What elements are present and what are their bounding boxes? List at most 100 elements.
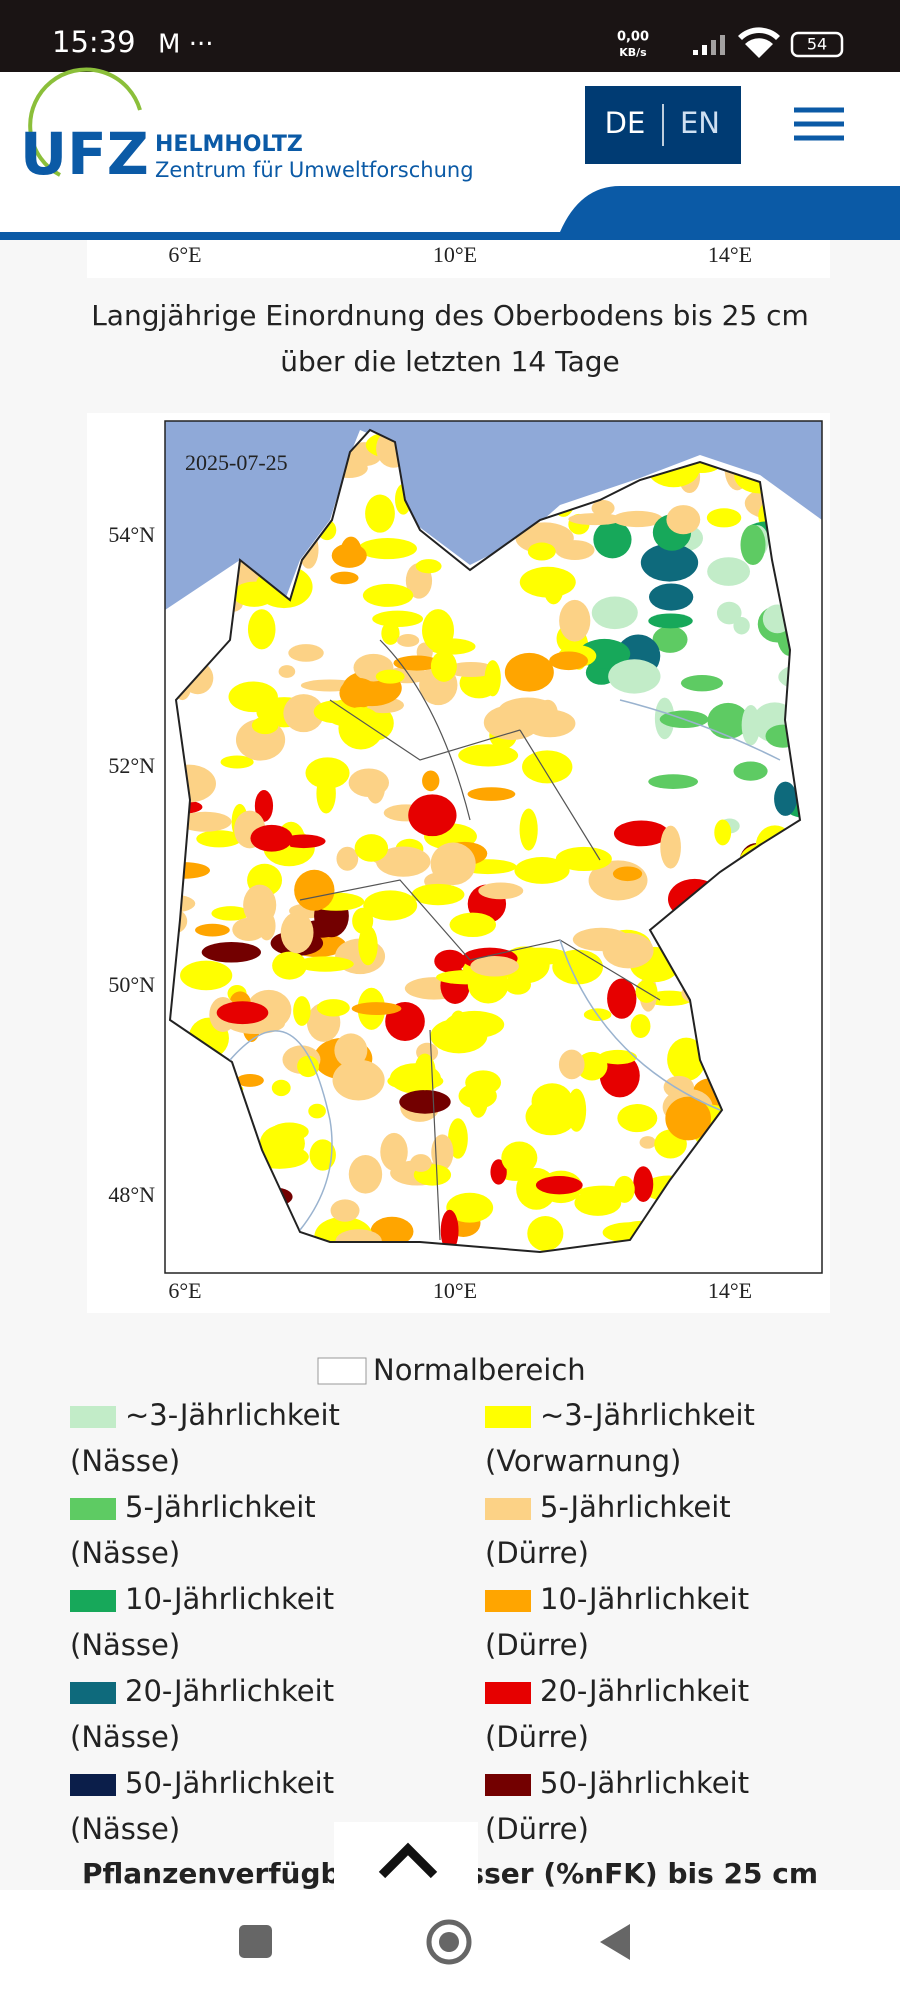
pattern-blob <box>309 1139 336 1171</box>
pattern-blob <box>458 744 519 767</box>
pattern-blob <box>612 866 643 882</box>
pattern-blob <box>220 755 254 769</box>
pattern-blob <box>297 1055 320 1078</box>
pattern-blob <box>774 781 797 816</box>
pattern-blob <box>555 846 612 871</box>
pattern-blob <box>232 581 276 607</box>
legend-swatch <box>70 1406 116 1428</box>
pattern-blob <box>613 820 669 847</box>
pattern-blob <box>549 651 589 671</box>
pattern-blob <box>334 1033 368 1068</box>
pattern-blob <box>336 846 359 871</box>
legend-swatch <box>485 1682 531 1704</box>
pattern-blob <box>396 634 420 647</box>
pattern-blob <box>490 1159 507 1185</box>
lat-label: 52°N <box>108 753 155 778</box>
pattern-blob <box>180 960 233 991</box>
pattern-blob <box>501 1141 538 1175</box>
pattern-blob <box>283 694 324 733</box>
pattern-blob <box>478 882 524 900</box>
pattern-blob <box>196 830 242 848</box>
pattern-blob <box>714 819 732 846</box>
legend-label: (Nässe) <box>70 1628 180 1662</box>
pattern-blob <box>733 617 750 635</box>
pattern-blob <box>483 705 541 740</box>
pattern-blob <box>707 557 751 586</box>
pattern-blob <box>251 716 279 735</box>
pattern-blob <box>338 707 384 750</box>
legend-swatch <box>485 1406 531 1428</box>
pattern-blob <box>484 660 501 697</box>
pattern-blob <box>633 1166 654 1203</box>
header-band <box>0 186 900 240</box>
pattern-blob <box>458 1083 497 1109</box>
legend-swatch <box>317 1357 367 1385</box>
pattern-blob <box>648 774 699 789</box>
scroll-top-button[interactable] <box>334 1822 478 1894</box>
legend-label: 50-Jährlichkeit <box>540 1766 749 1800</box>
pattern-blob <box>559 599 591 642</box>
legend-label: (Nässe) <box>70 1812 180 1846</box>
pattern-blob <box>444 1010 505 1039</box>
pattern-blob <box>576 1051 608 1081</box>
pattern-blob <box>354 834 389 862</box>
pattern-blob <box>236 1074 264 1087</box>
pattern-blob <box>330 1199 360 1222</box>
legend-label: 5-Jährlichkeit <box>125 1490 316 1524</box>
pattern-blob <box>372 610 424 628</box>
lang-en[interactable]: EN <box>680 106 720 140</box>
pattern-blob <box>351 1002 402 1015</box>
pattern-blob <box>340 536 362 568</box>
pattern-blob <box>639 1136 656 1149</box>
legend-label: (Nässe) <box>70 1536 180 1570</box>
pattern-blob <box>706 508 742 528</box>
pattern-blob <box>381 621 400 645</box>
pattern-blob <box>332 1059 385 1101</box>
pattern-blob <box>363 890 418 921</box>
pattern-blob <box>305 757 350 789</box>
legend-label: 10-Jährlichkeit <box>540 1582 749 1616</box>
lat-label: 50°N <box>108 972 155 997</box>
lon-label: 10°E <box>433 242 477 267</box>
legend-label: 5-Jährlichkeit <box>540 1490 731 1524</box>
pattern-blob <box>216 1001 269 1025</box>
pattern-blob <box>680 675 724 692</box>
time: 15:39 <box>52 25 136 59</box>
pattern-blob <box>599 1053 640 1098</box>
pattern-blob <box>250 824 293 852</box>
pattern-blob <box>434 949 466 973</box>
pattern-blob <box>504 974 532 995</box>
lang-de[interactable]: DE <box>605 106 646 140</box>
menu-button[interactable] <box>794 107 844 141</box>
legend-label: ~3-Jährlichkeit <box>125 1398 340 1432</box>
pattern-blob <box>430 650 457 682</box>
pattern-blob <box>316 999 350 1017</box>
pattern-blob <box>645 990 694 1006</box>
pattern-blob <box>612 510 663 528</box>
pattern-blob <box>399 1090 451 1114</box>
pattern-blob <box>519 808 538 851</box>
pattern-blob <box>414 1053 436 1091</box>
pattern-blob <box>630 1014 651 1039</box>
pattern-blob <box>504 652 554 692</box>
pattern-blob <box>648 613 693 629</box>
pattern-blob <box>281 834 326 849</box>
pattern-blob <box>365 494 395 533</box>
home-button[interactable] <box>426 1919 472 1965</box>
pattern-blob <box>614 1175 635 1203</box>
pattern-blob <box>652 626 688 653</box>
pattern-blob <box>558 1049 585 1080</box>
lon-label: 14°E <box>708 242 752 267</box>
legend-swatch <box>70 1774 116 1796</box>
pattern-blob <box>272 951 307 980</box>
back-button[interactable] <box>600 1924 630 1960</box>
pattern-blob <box>339 677 378 709</box>
logo-arc <box>28 67 142 177</box>
recent-button[interactable] <box>239 1925 272 1958</box>
pattern-blob <box>411 883 465 906</box>
pattern-blob <box>243 884 277 926</box>
pattern-blob <box>591 500 615 517</box>
legend-swatch <box>70 1682 116 1704</box>
pattern-blob <box>512 947 569 965</box>
pattern-blob <box>608 659 661 694</box>
